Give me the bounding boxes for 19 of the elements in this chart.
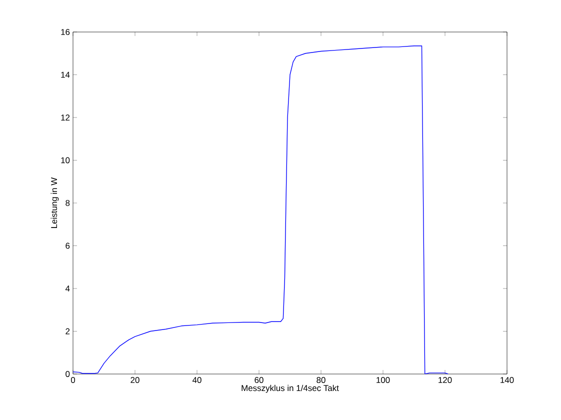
- x-tick-label: 120: [438, 377, 452, 384]
- y-tick-label: 6: [66, 242, 70, 249]
- y-axis-title: Leistung in W: [50, 177, 59, 228]
- x-tick-label: 20: [130, 377, 140, 384]
- y-tick-label: 8: [66, 200, 70, 206]
- x-tick-label: 0: [70, 377, 76, 384]
- y-tick-label: 16: [61, 29, 70, 35]
- y-tick-label: 12: [61, 114, 70, 120]
- y-tick-label: 14: [61, 72, 70, 78]
- x-tick-label: 60: [254, 377, 264, 384]
- y-tick-label: 4: [65, 286, 70, 292]
- y-tick-label: 2: [66, 328, 70, 334]
- y-tick-label: 10: [61, 157, 70, 164]
- x-axis-title: Messzyklus in 1/4sec Takt: [242, 384, 339, 393]
- y-tick-label: 0: [66, 371, 70, 377]
- x-tick-label: 40: [192, 377, 202, 384]
- x-tick-label: 140: [500, 377, 514, 384]
- x-tick-label: 80: [316, 377, 326, 384]
- x-tick-label: 100: [376, 377, 390, 384]
